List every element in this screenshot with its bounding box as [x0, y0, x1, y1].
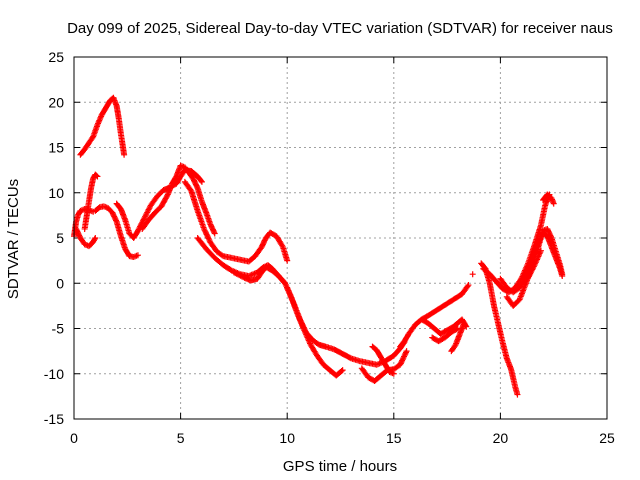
y-axis-label: SDTVAR / TECUs [5, 179, 22, 299]
series-markers [480, 191, 553, 296]
series-markers [469, 271, 476, 278]
y-tick-label: -10 [44, 366, 64, 382]
x-tick-label: 0 [70, 430, 78, 446]
series-markers [73, 225, 99, 250]
series-arc-2 [73, 225, 99, 250]
y-tick-label: 5 [56, 230, 64, 246]
series-arc-3 [81, 171, 101, 232]
series-arc-20 [480, 191, 553, 296]
series-arc-7 [139, 162, 218, 237]
series-markers [181, 178, 291, 265]
series-markers [77, 94, 128, 158]
series-arc-23 [540, 191, 557, 207]
series-arc-24 [525, 247, 544, 281]
series-markers [81, 171, 101, 232]
x-tick-label: 5 [177, 430, 185, 446]
y-tick-label: 20 [48, 94, 64, 110]
series-markers [139, 162, 218, 237]
series-markers [525, 247, 544, 281]
series-arc-18 [469, 271, 476, 278]
series-markers [92, 203, 141, 261]
series-arc-17 [448, 320, 468, 355]
y-tick-labels: -15 -10 -5 0 5 10 15 20 25 [44, 49, 64, 427]
y-tick-label: 0 [56, 275, 64, 291]
series-markers [284, 284, 408, 368]
series-markers [540, 191, 557, 207]
x-tick-label: 25 [599, 430, 615, 446]
data-points [71, 94, 566, 398]
series-markers [497, 229, 566, 296]
plot-frame [73, 56, 608, 420]
y-tick-label: 15 [48, 140, 64, 156]
series-arc-4 [77, 94, 128, 158]
series-markers [448, 320, 468, 355]
y-tick-label: 10 [48, 185, 64, 201]
x-tick-label: 10 [279, 430, 295, 446]
series-arc-22 [497, 229, 566, 296]
series-markers [478, 260, 521, 398]
series-arc-14 [397, 282, 472, 350]
chart-title: Day 099 of 2025, Sidereal Day-to-day VTE… [67, 20, 613, 37]
x-tick-label: 20 [493, 430, 509, 446]
series-markers [397, 282, 472, 350]
series-arc-11 [284, 284, 408, 368]
x-tick-label: 15 [386, 430, 402, 446]
series-arc-8 [181, 178, 291, 265]
series-arc-5 [92, 203, 141, 261]
x-axis-label: GPS time / hours [283, 458, 397, 475]
series-arc-16 [429, 325, 461, 345]
series-arc-13 [369, 343, 397, 377]
x-tick-labels: 0 5 10 15 20 25 [70, 430, 615, 446]
grid [74, 57, 607, 419]
y-tick-label: 25 [48, 49, 64, 65]
series-markers [429, 325, 461, 345]
y-tick-label: -5 [52, 321, 65, 337]
series-arc-19 [478, 260, 521, 398]
series-markers [230, 263, 346, 379]
series-markers [369, 343, 397, 377]
series-arc-10 [230, 263, 346, 379]
y-tick-label: -15 [44, 411, 64, 427]
